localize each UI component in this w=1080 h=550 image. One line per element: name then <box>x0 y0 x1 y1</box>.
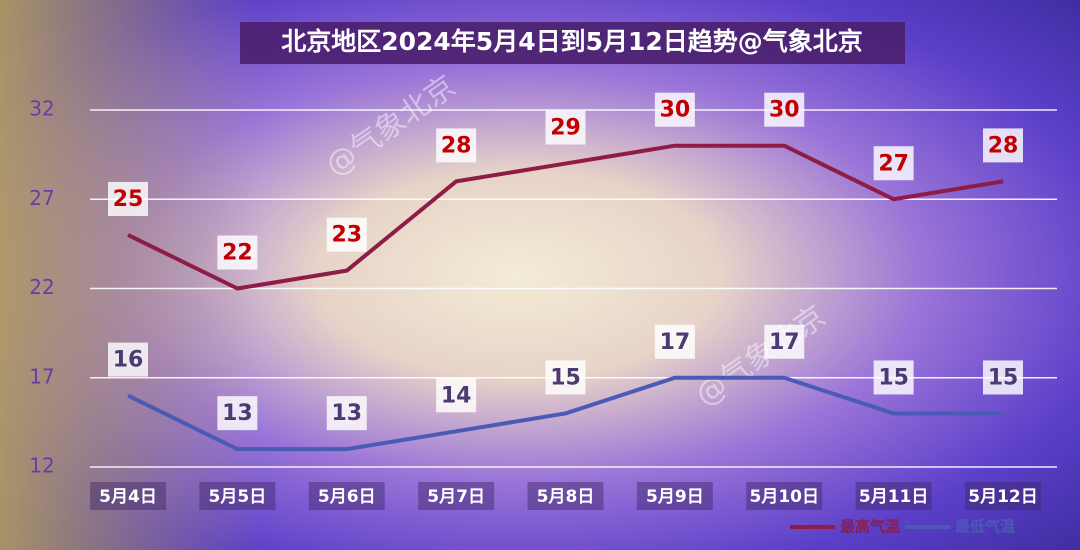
value-label-box <box>436 128 477 163</box>
x-tick-box <box>308 482 385 510</box>
value-label-box <box>545 360 586 395</box>
value-label: 15 <box>550 365 581 390</box>
value-label: 15 <box>878 365 909 390</box>
legend-label: 最高气温 <box>840 518 900 536</box>
value-label-box <box>108 181 148 216</box>
value-label-box <box>217 235 258 270</box>
value-label: 27 <box>878 151 909 176</box>
y-tick-label: 22 <box>29 275 54 299</box>
value-label-box <box>873 146 914 181</box>
x-tick-box <box>855 482 932 510</box>
value-label: 30 <box>769 98 800 123</box>
value-label-box <box>326 396 367 431</box>
value-label: 17 <box>769 330 800 355</box>
value-label: 16 <box>113 348 144 373</box>
chart-title: 北京地区2024年5月4日到5月12日趋势@气象北京 <box>281 27 863 56</box>
value-label-box <box>764 92 805 127</box>
y-tick-label: 32 <box>29 97 54 121</box>
value-label-box <box>983 128 1023 163</box>
x-tick-box <box>90 482 166 510</box>
value-label-box <box>654 324 695 359</box>
value-label: 14 <box>441 383 472 408</box>
value-label: 22 <box>222 241 253 266</box>
x-tick-label: 5月5日 <box>209 487 267 507</box>
x-tick-box <box>746 482 823 510</box>
value-label: 17 <box>660 330 691 355</box>
x-tick-label: 5月8日 <box>537 487 595 507</box>
value-label-box <box>217 396 258 431</box>
value-label: 30 <box>660 98 691 123</box>
value-label: 23 <box>331 223 362 248</box>
value-label-box <box>764 324 805 359</box>
value-label-box <box>108 342 148 377</box>
value-label-box <box>983 360 1023 395</box>
title-box <box>240 22 905 64</box>
x-tick-box <box>199 482 276 510</box>
value-label-box <box>545 110 586 145</box>
y-tick-label: 17 <box>29 364 54 388</box>
series-line <box>127 143 1004 291</box>
x-tick-label: 5月10日 <box>750 487 820 507</box>
series-line <box>127 375 1003 452</box>
x-tick-label: 5月7日 <box>427 487 485 507</box>
y-tick-label: 12 <box>29 454 54 478</box>
x-tick-label: 5月11日 <box>859 487 929 507</box>
value-label: 25 <box>113 187 144 212</box>
background-leaf <box>0 0 260 550</box>
value-label: 28 <box>441 133 472 158</box>
value-label: 13 <box>222 401 253 426</box>
y-tick-label: 27 <box>29 186 54 210</box>
x-tick-label: 5月12日 <box>968 487 1038 507</box>
value-label: 15 <box>988 365 1019 390</box>
value-label: 13 <box>331 401 362 426</box>
value-label-box <box>436 378 477 413</box>
value-label-box <box>326 217 367 252</box>
x-tick-box <box>636 482 713 510</box>
x-tick-label: 5月9日 <box>646 487 704 507</box>
x-tick-label: 5月6日 <box>318 487 376 507</box>
x-tick-box <box>418 482 495 510</box>
value-label-box <box>654 92 695 127</box>
x-tick-box <box>527 482 604 510</box>
x-tick-box <box>965 482 1041 510</box>
value-label: 28 <box>988 133 1019 158</box>
value-label-box <box>873 360 914 395</box>
value-label: 29 <box>550 116 581 141</box>
legend-label: 最低气温 <box>955 518 1015 536</box>
x-tick-label: 5月4日 <box>99 487 157 507</box>
